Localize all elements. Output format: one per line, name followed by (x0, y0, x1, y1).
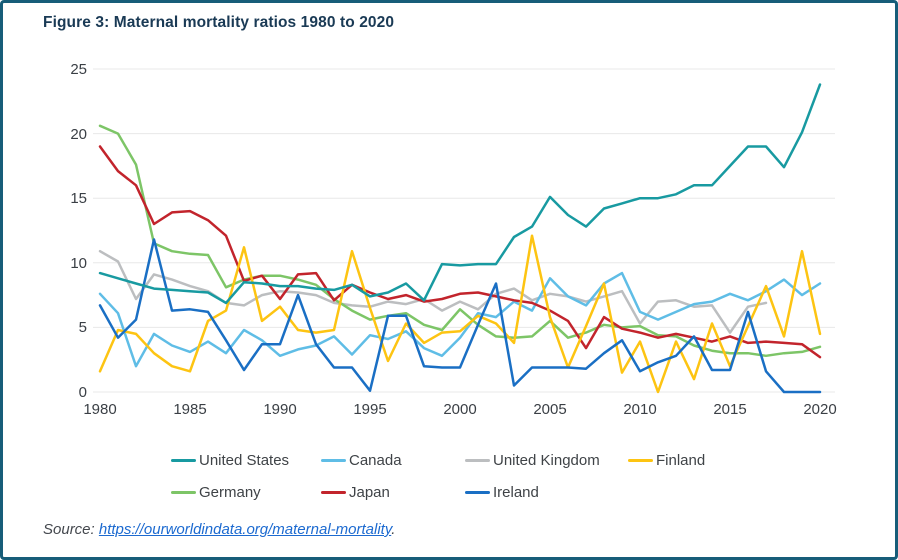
legend-item-canada: Canada (321, 451, 402, 469)
y-tick-label: 15 (70, 190, 87, 208)
legend-swatch-icon (171, 490, 196, 494)
legend-item-united-kingdom: United Kingdom (465, 451, 600, 469)
legend-swatch-icon (321, 490, 346, 494)
series-line-finland (98, 234, 822, 394)
source-line: Source: https://ourworldindata.org/mater… (43, 521, 395, 538)
legend-swatch-icon (321, 458, 346, 462)
x-tick-label: 1980 (83, 401, 117, 418)
legend-item-japan: Japan (321, 483, 390, 501)
figure-title: Figure 3: Maternal mortality ratios 1980… (43, 14, 395, 31)
line-chart-svg (93, 68, 835, 394)
legend-label: Ireland (493, 483, 539, 501)
legend-swatch-icon (628, 458, 653, 462)
x-tick-label: 1995 (353, 401, 387, 418)
x-tick-label: 2020 (803, 401, 837, 418)
legend-swatch-icon (465, 458, 490, 462)
y-tick-label: 10 (70, 254, 87, 272)
legend-item-germany: Germany (171, 483, 261, 501)
source-prefix: Source: (43, 521, 99, 538)
legend-label: Canada (349, 451, 402, 469)
legend-item-ireland: Ireland (465, 483, 539, 501)
legend-swatch-icon (465, 490, 490, 494)
legend-label: United Kingdom (493, 451, 600, 469)
legend-item-finland: Finland (628, 451, 706, 469)
legend-item-united-states: United States (171, 451, 290, 469)
x-tick-label: 1990 (263, 401, 297, 418)
x-tick-label: 1985 (173, 401, 207, 418)
y-tick-label: 20 (70, 125, 87, 143)
series-line-ireland (98, 238, 822, 394)
legend-label: Japan (349, 483, 390, 501)
legend-swatch-icon (171, 458, 196, 462)
x-tick-label: 2010 (623, 401, 657, 418)
legend-label: United States (199, 451, 290, 469)
x-tick-label: 2005 (533, 401, 567, 418)
y-tick-label: 5 (78, 319, 87, 337)
y-tick-label: 0 (78, 384, 87, 401)
series-line-japan (98, 145, 822, 359)
series-line-canada (98, 271, 822, 368)
source-suffix: . (391, 521, 396, 538)
y-tick-label: 25 (70, 61, 87, 78)
source-link[interactable]: https://ourworldindata.org/maternal-mort… (98, 521, 392, 538)
legend-label: Finland (656, 451, 706, 469)
legend-label: Germany (199, 483, 261, 501)
x-tick-label: 2015 (713, 401, 747, 418)
series-line-united-states (98, 83, 822, 305)
x-tick-label: 2000 (443, 401, 477, 418)
